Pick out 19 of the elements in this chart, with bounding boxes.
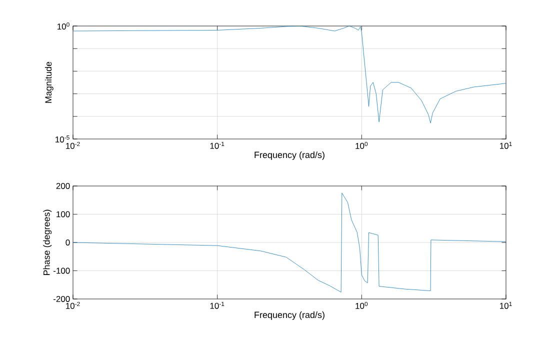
y-tick-label: 100 — [56, 211, 70, 218]
x-tick-label: 10$^{1}$ — [500, 142, 512, 149]
x-tick-label: 10$^{-1}$ — [210, 302, 224, 309]
y-tick-label: 200 — [56, 182, 70, 189]
y-tick-label: 10$^{-5}$ — [56, 135, 70, 142]
y-tick-label: -100 — [54, 268, 70, 274]
x-tick-label: 10$^{-2}$ — [66, 302, 80, 309]
x-tick-label: 10$^{1}$ — [500, 302, 512, 309]
y-axis-title: Phase (degrees) — [43, 210, 52, 276]
x-tick-label: 10$^{-2}$ — [66, 142, 80, 149]
x-axis-title: Frequency (rad/s) — [254, 311, 324, 320]
x-tick-label: 10$^{-1}$ — [210, 142, 224, 149]
y-tick-label: -200 — [54, 296, 70, 302]
y-tick-label: 10$^{0}$ — [58, 22, 70, 30]
x-tick-label: 10$^{0}$ — [356, 302, 368, 309]
y-axis-title: Magnitude — [44, 62, 54, 103]
x-axis-title: Frequency (rad/s) — [254, 151, 324, 160]
x-tick-label: 10$^{0}$ — [356, 142, 368, 149]
y-tick-label: 0 — [66, 239, 70, 246]
